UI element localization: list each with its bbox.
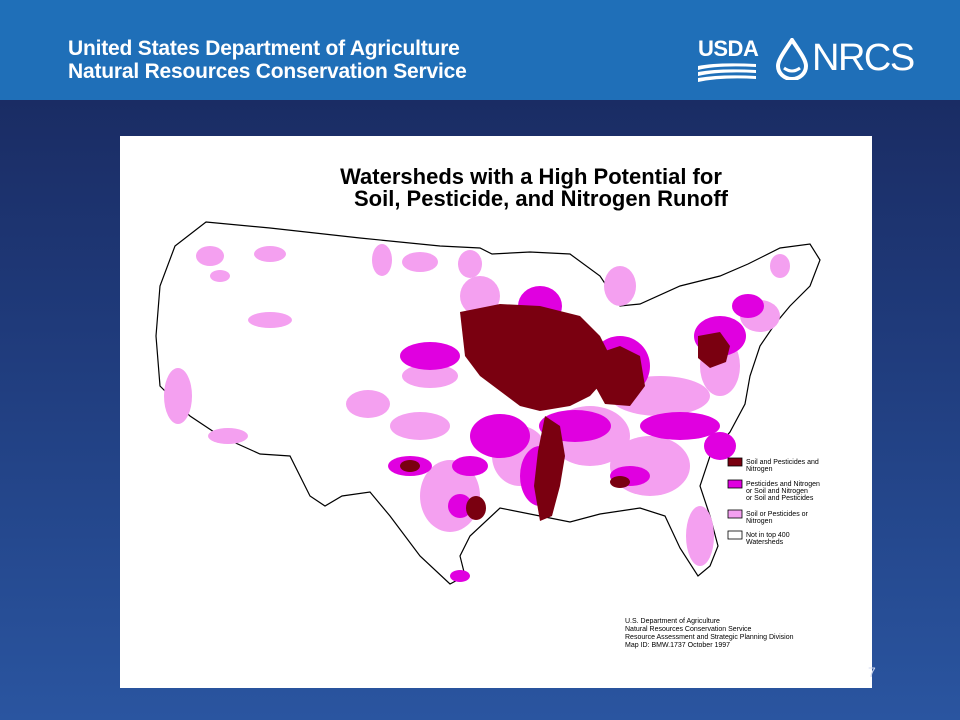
- legend-label: or Soil and Pesticides: [746, 495, 814, 502]
- watershed-map-panel: Soil and Pesticides and Nitrogen Pesticide…: [120, 136, 872, 688]
- legend-label: Soil or Pesticides or: [746, 511, 809, 518]
- usda-logo-swoosh: [698, 63, 756, 82]
- legend-label: Watersheds: [746, 539, 784, 546]
- map-title: Watersheds with a High Potential for Soi…: [120, 166, 872, 210]
- us-outline: [155, 221, 821, 585]
- legend-swatch: [727, 479, 743, 489]
- page-number: 7: [868, 664, 876, 680]
- nrcs-logo: NRCS: [774, 38, 915, 80]
- header-bar: United States Department of Agriculture …: [0, 0, 960, 100]
- water-drop-icon: [775, 38, 809, 80]
- legend-label: or Soil and Nitrogen: [746, 488, 808, 495]
- agency-name-line1: United States Department of Agriculture: [68, 37, 460, 60]
- legend-label: Soil and Pesticides and: [746, 459, 819, 466]
- legend-label: Pesticides and Nitrogen: [746, 481, 820, 488]
- map-title-line2: Soil, Pesticide, and Nitrogen Runoff: [353, 186, 729, 211]
- agency-name-line2: Natural Resources Conservation Service: [68, 60, 467, 83]
- watershed-map: Soil and Pesticides andNitrogenPesticide…: [155, 221, 821, 585]
- map-title-line1: Watersheds with a High Potential for: [340, 164, 722, 189]
- legend-label: Nitrogen: [746, 518, 773, 525]
- legend-swatch: [727, 509, 743, 519]
- nrcs-logo-text: NRCS: [812, 37, 915, 79]
- credit-line2: Natural Resources Conservation Service: [625, 626, 752, 633]
- usda-logo-text: USDA: [698, 36, 759, 61]
- high-potential-watersheds: [400, 304, 730, 521]
- legend-label: Nitrogen: [746, 466, 773, 473]
- credit-line3: Resource Assessment and Strategic Planni…: [625, 634, 794, 641]
- usda-logo: USDA: [698, 36, 759, 82]
- map-legend: Soil and Pesticides andNitrogenPesticide…: [727, 457, 820, 546]
- legend-swatch: [727, 530, 743, 540]
- legend-swatch: [727, 457, 743, 467]
- credit-line4: Map ID: BMW.1737 October 1997: [625, 642, 731, 649]
- credit-line1: U.S. Department of Agriculture: [625, 618, 720, 625]
- legend-label: Not in top 400: [746, 532, 790, 539]
